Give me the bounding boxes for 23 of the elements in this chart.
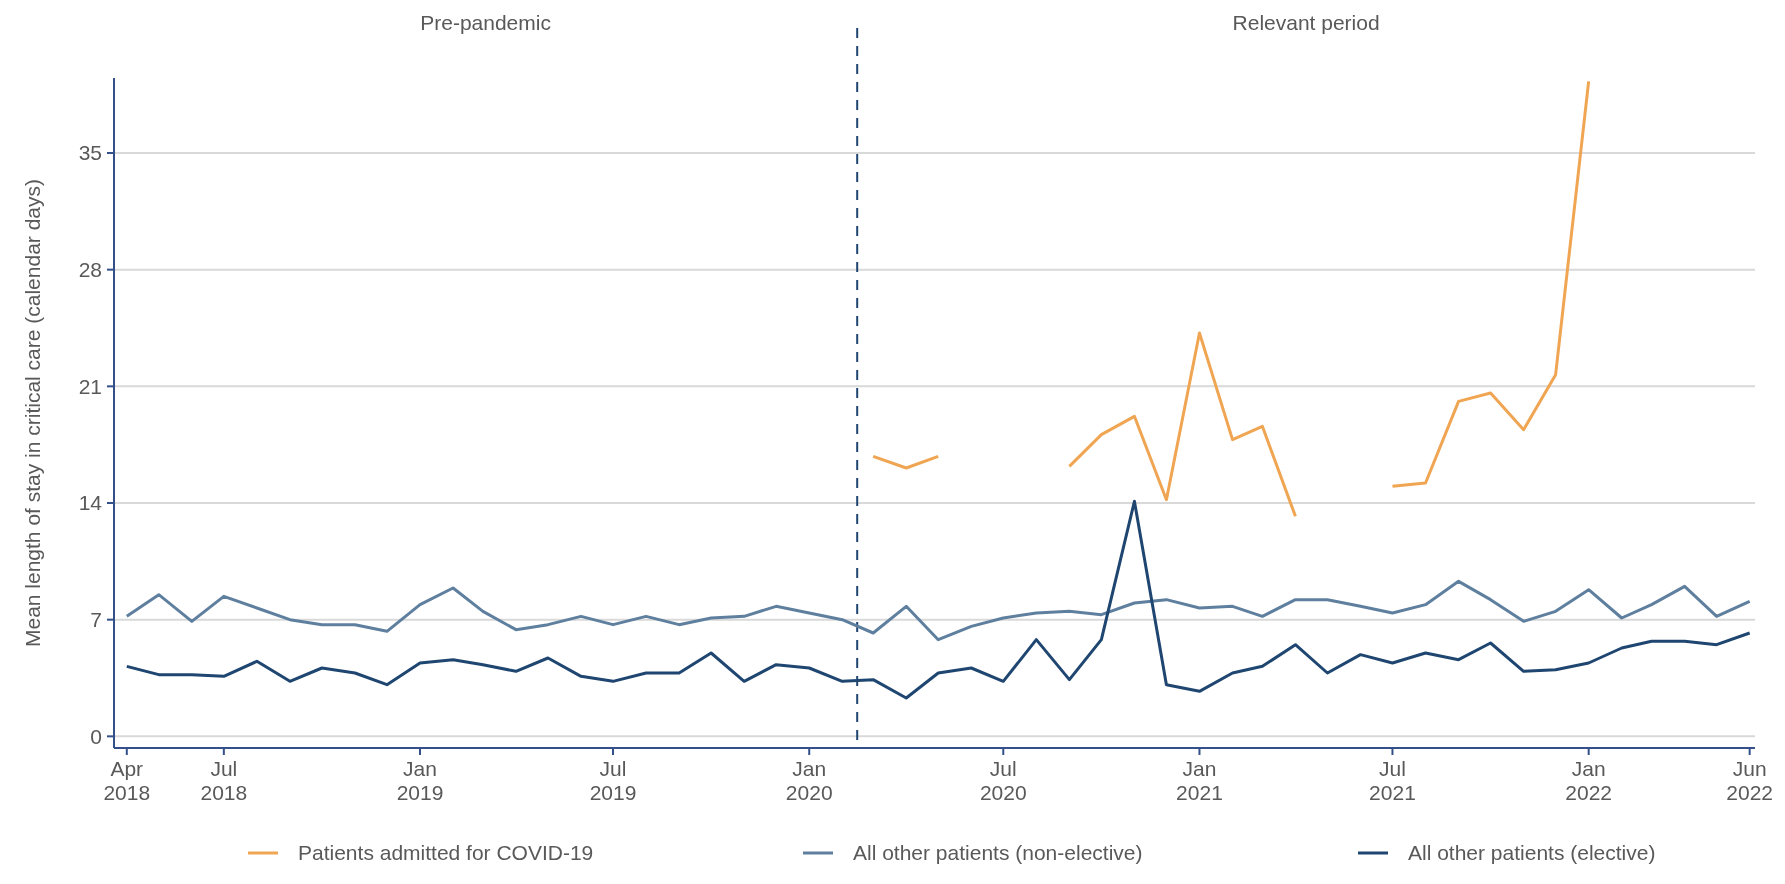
y-tick-label: 35 (78, 141, 102, 165)
x-tick-label: Jan 2022 (1565, 757, 1613, 804)
line-series (125, 579, 1752, 642)
y-tick-label: 0 (90, 724, 102, 748)
x-tick-label: Jan 2020 (785, 757, 833, 804)
x-tick-label: Jan 2019 (396, 757, 444, 804)
y-tick-label: 14 (78, 491, 103, 515)
x-tick-label: Jul 2020 (979, 757, 1027, 804)
legend-label: All other patients (elective) (1408, 841, 1656, 864)
text: Relevant period (1232, 11, 1380, 34)
x-tick-label: Jul 2021 (1369, 757, 1416, 804)
x-tick-label: Jun 2022 (1726, 757, 1774, 804)
legend-label: Patients admitted for COVID-19 (298, 841, 594, 864)
y-tick-label: 28 (78, 258, 102, 282)
x-tick-label: Jul 2018 (200, 757, 248, 804)
y-tick-label: 21 (78, 374, 102, 398)
x-tick-label: Apr 2018 (103, 757, 151, 804)
legend-label: All other patients (non-elective) (853, 841, 1143, 864)
x-tick-label: Jul 2019 (589, 757, 637, 804)
y-tick-label: 7 (90, 608, 102, 632)
x-tick-label: Jan 2021 (1176, 757, 1223, 804)
y-axis-title: Mean length of stay in critical care (calendar days) (21, 178, 44, 648)
text: Pre-pandemic (420, 11, 551, 34)
